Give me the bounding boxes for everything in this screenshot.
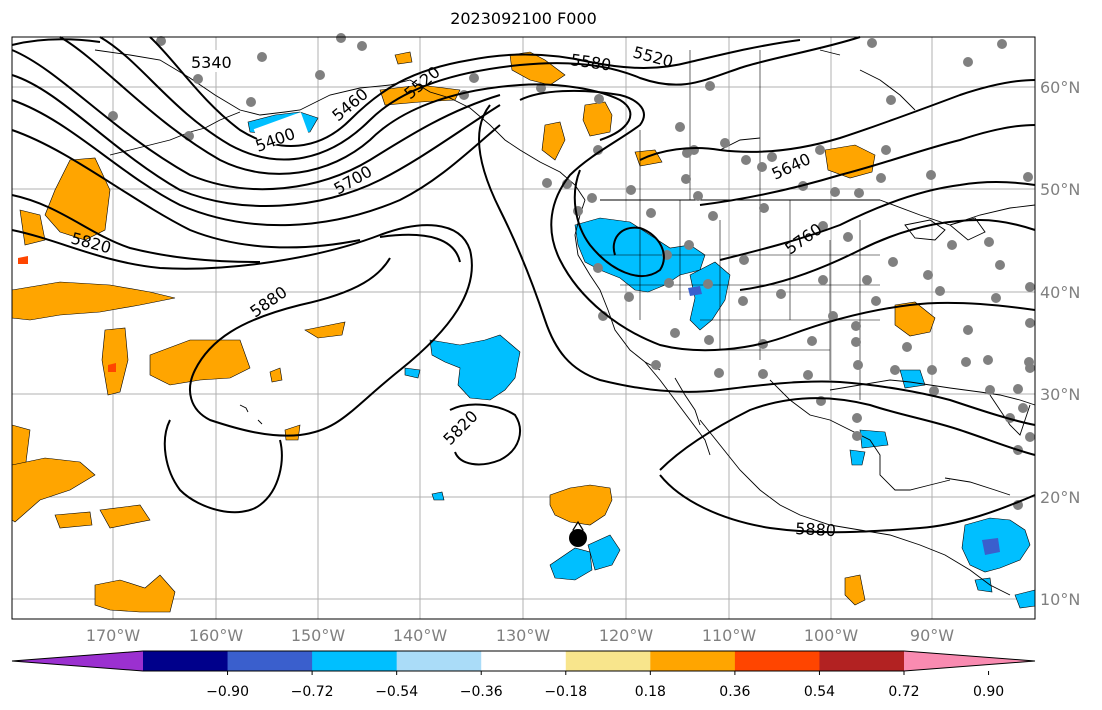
lon-label: 170°W	[86, 626, 141, 645]
map-border	[11, 36, 1036, 620]
height-contours	[11, 36, 1036, 534]
lon-label: 110°W	[702, 626, 757, 645]
colorbar-segment	[227, 651, 313, 671]
lon-label: 130°W	[496, 626, 551, 645]
lon-label: 120°W	[599, 626, 654, 645]
lat-label: 50°N	[1040, 180, 1080, 199]
colorbar-tick-label: −0.54	[375, 684, 418, 700]
lat-label: 20°N	[1040, 488, 1080, 507]
lat-label: 60°N	[1040, 78, 1080, 97]
colorbar-segment	[143, 651, 229, 671]
colorbar-tick-label: −0.36	[460, 684, 503, 700]
longitude-labels: 170°W 160°W 150°W 140°W 130°W 120°W 110°…	[86, 626, 954, 645]
colorbar-tick-label: 0.18	[635, 684, 666, 700]
colorbar-tick-label: 0.72	[888, 684, 919, 700]
station-markers	[108, 33, 1035, 510]
strong-positive-shading	[18, 256, 116, 372]
colorbar-segment	[565, 651, 651, 671]
strong-negative-shading	[688, 286, 1000, 555]
contour-label: 5880	[795, 519, 837, 540]
lon-label: 150°W	[291, 626, 346, 645]
lon-label: 90°W	[910, 626, 954, 645]
storm-marker	[569, 520, 587, 547]
negative-anomaly-shading	[247, 111, 1036, 609]
colorbar-segment	[819, 651, 905, 671]
colorbar-segment	[734, 651, 820, 671]
colorbar-tick-label: 0.54	[804, 684, 835, 700]
lat-label: 30°N	[1040, 385, 1080, 404]
colorbar-segment	[481, 651, 567, 671]
colorbar-segment	[396, 651, 482, 671]
colorbar-tick-label: 0.36	[719, 684, 750, 700]
lon-label: 100°W	[804, 626, 859, 645]
map-panel: 5340 5400 5460 5520 5520 5580 5640 5700 …	[11, 33, 1036, 620]
map-title: 2023092100 F000	[450, 9, 597, 28]
coastlines	[94, 49, 1036, 596]
lon-label: 140°W	[393, 626, 448, 645]
colorbar-extend-high	[904, 651, 1035, 671]
lat-label: 10°N	[1040, 590, 1080, 609]
colorbar-extend-low	[12, 651, 143, 671]
colorbar-tick-label: −0.72	[291, 684, 334, 700]
colorbar-segment	[312, 651, 398, 671]
lon-label: 160°W	[189, 626, 244, 645]
lat-label: 40°N	[1040, 283, 1080, 302]
colorbar-tick-label: −0.18	[544, 684, 587, 700]
contour-label: 5340	[191, 53, 232, 72]
colorbar-segment	[650, 651, 736, 671]
latitude-labels: 60°N 50°N 40°N 30°N 20°N 10°N	[1040, 78, 1080, 609]
colorbar-outline	[11, 650, 1036, 672]
colorbar-tick-label: −0.90	[206, 684, 249, 700]
colorbar: −0.90 −0.72 −0.54 −0.36 −0.18 0.18 0.36 0.54 0.7…	[11, 650, 1036, 700]
colorbar-tick-label: 0.90	[973, 684, 1004, 700]
